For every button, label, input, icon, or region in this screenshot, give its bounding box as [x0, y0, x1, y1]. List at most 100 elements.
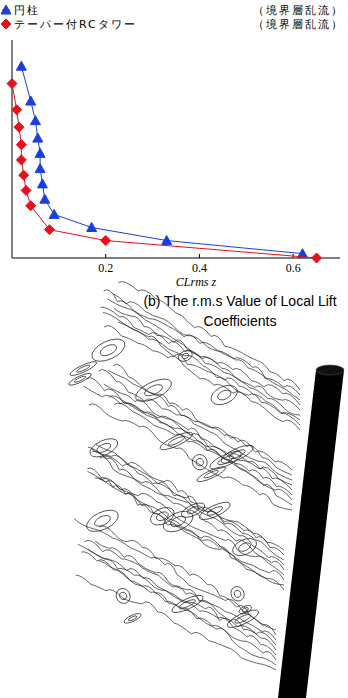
data-point — [7, 79, 17, 89]
contour-line — [99, 369, 292, 475]
contour-ring — [114, 586, 133, 606]
contour-ring — [206, 505, 224, 517]
legend-label: 円柱 — [14, 4, 40, 17]
contour-ring — [197, 499, 232, 523]
contour-line — [81, 552, 276, 660]
data-point — [12, 105, 22, 115]
contour-line — [108, 370, 292, 470]
x-tick-label: 0.2 — [98, 261, 113, 275]
contour-line — [113, 294, 300, 400]
contour-line — [114, 403, 292, 505]
contour-ring — [118, 591, 127, 601]
contour-ring — [208, 448, 244, 473]
contour-ring — [76, 364, 91, 373]
data-point — [35, 164, 45, 173]
contour-ring — [74, 375, 87, 383]
data-point — [21, 185, 31, 195]
series-line — [12, 84, 317, 258]
data-point — [16, 155, 26, 165]
contour-ring — [158, 429, 194, 453]
contour-ring — [217, 454, 235, 466]
contour-line — [86, 378, 292, 490]
data-point — [162, 236, 172, 245]
contour-ring — [208, 381, 241, 408]
contour-ring — [195, 464, 227, 484]
contour-ring — [203, 469, 219, 479]
contour-line — [118, 282, 300, 390]
contour-ring — [234, 613, 252, 625]
data-point — [87, 222, 97, 231]
x-axis — [12, 258, 340, 259]
contour-line — [99, 561, 276, 665]
contour-line — [96, 444, 284, 560]
data-point — [35, 148, 45, 157]
contour-ring — [186, 505, 200, 515]
contour-line — [87, 468, 284, 580]
legend-condition: （境界層乱流） — [253, 18, 344, 31]
series-line — [21, 66, 302, 253]
contour-ring — [225, 607, 260, 631]
contour-line — [113, 364, 292, 480]
data-point — [33, 133, 43, 142]
contour-ring — [123, 612, 142, 625]
contour-ring — [233, 589, 242, 598]
x-tick-label: 0.6 — [286, 261, 301, 275]
caption: (b) The r.m.s Value of Local LiftCoeffic… — [143, 293, 336, 329]
y-axis — [12, 40, 13, 258]
x-axis-title: CLrms z — [176, 275, 217, 289]
contour-ring — [190, 452, 210, 472]
contour-ring — [237, 541, 252, 553]
contour-line — [99, 526, 276, 635]
legend-marker — [1, 19, 11, 29]
data-point — [44, 225, 54, 235]
data-point — [49, 209, 59, 218]
contour-ring — [238, 604, 253, 616]
x-tick-label: 0.4 — [192, 261, 207, 275]
contour-line — [74, 518, 276, 630]
caption-line: (b) The r.m.s Value of Local Lift — [143, 293, 336, 309]
contour-ring — [69, 359, 98, 377]
contour-line — [88, 549, 276, 655]
data-point — [26, 96, 36, 105]
contour-ring — [169, 514, 187, 528]
contour-line — [95, 541, 276, 650]
contour-ring — [148, 504, 177, 528]
contour-ring — [181, 352, 190, 359]
contour-line — [101, 307, 300, 415]
cylinder-top — [316, 365, 344, 375]
contour-ring — [128, 615, 138, 622]
contour-ring — [177, 349, 194, 364]
contour-ring — [98, 342, 118, 358]
data-point — [37, 179, 47, 188]
legend-condition: （境界層乱流） — [253, 4, 344, 17]
contour-ring — [167, 435, 185, 447]
contour-ring — [83, 506, 121, 536]
figure: 円柱（境界層乱流）テーパー付RCタワー（境界層乱流）0.20.40.6CLrms… — [0, 0, 348, 698]
contour-ring — [170, 592, 205, 616]
x-tick — [105, 254, 106, 258]
legend-marker — [1, 5, 11, 14]
contour-ring — [179, 598, 197, 610]
data-point — [16, 61, 26, 70]
data-point — [312, 253, 322, 263]
contour-line — [114, 308, 300, 405]
data-point — [19, 170, 29, 180]
plot-area — [7, 61, 322, 263]
contour-line — [99, 457, 284, 575]
data-point — [16, 140, 26, 150]
contour-ring — [155, 510, 170, 522]
contour-line — [92, 449, 284, 565]
contour-line — [118, 322, 300, 420]
cylinder — [278, 370, 344, 698]
contour-line — [85, 540, 276, 640]
x-tick — [199, 254, 200, 258]
contour-ring — [219, 442, 255, 467]
contour-ring — [228, 448, 246, 460]
contour-ring — [160, 507, 196, 536]
contour-ring — [89, 335, 129, 366]
contour-line — [107, 299, 300, 410]
data-point — [101, 236, 111, 246]
contour-line — [76, 575, 276, 670]
flow-visualization — [67, 282, 344, 698]
contour-line — [103, 313, 300, 425]
